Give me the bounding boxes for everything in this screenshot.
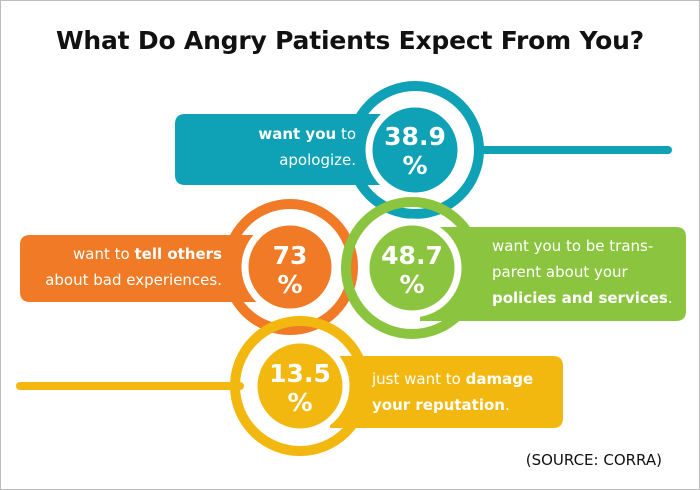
callout-text-part: .	[504, 396, 510, 414]
disk-apologize	[365, 100, 465, 200]
callout-text-part: apologize.	[279, 151, 356, 169]
ring-damage-reputation	[230, 316, 370, 456]
value-label-damage-reputation: 13.5 %	[269, 359, 331, 417]
value-label-apologize: 38.9 %	[384, 122, 446, 180]
disk-damage-reputation	[250, 336, 350, 436]
callout-text-part: policies and services	[492, 289, 668, 307]
callout-text-part: want you	[258, 125, 337, 143]
ring-tell-others	[222, 199, 358, 335]
disk-tell-others	[241, 218, 339, 316]
source-note: (SOURCE: CORRA)	[525, 451, 662, 469]
callout-text-part: your reputation	[372, 396, 505, 414]
callout-text-part: just want to	[372, 370, 466, 388]
chart-title: What Do Angry Patients Expect From You?	[56, 26, 644, 55]
callout-text-part: tell others	[134, 245, 222, 263]
callout-damage-reputation: just want to damage your reputation.	[372, 366, 562, 418]
disk-transparent	[362, 218, 462, 318]
callout-transparent: want you to be trans-parent about your po…	[492, 233, 682, 311]
ring-apologize	[346, 81, 484, 219]
callout-text-part: parent about your	[492, 263, 628, 281]
value-label-tell-others: 73 %	[272, 241, 308, 299]
segment-tell-others	[20, 199, 358, 335]
ring-transparent	[341, 197, 483, 339]
segment-damage-reputation	[16, 316, 563, 456]
callout-text-part: want you to be trans-	[492, 237, 654, 255]
callout-text-part: about bad experiences.	[45, 271, 222, 289]
callout-apologize: want you to apologize.	[186, 121, 356, 173]
callout-text-part: damage	[465, 370, 534, 388]
value-label-transparent: 48.7 %	[381, 241, 443, 299]
bar-tell-others	[20, 235, 270, 302]
bar-apologize	[175, 114, 392, 185]
bar-transparent	[420, 227, 686, 321]
callout-text-part: want to	[73, 245, 135, 263]
callout-text-part: .	[667, 289, 673, 307]
bar-damage-reputation	[330, 356, 563, 428]
segment-apologize	[175, 81, 672, 219]
segment-transparent	[341, 197, 686, 339]
callout-text-part: to	[336, 125, 356, 143]
callout-tell-others: want to tell others about bad experiences…	[30, 241, 222, 293]
